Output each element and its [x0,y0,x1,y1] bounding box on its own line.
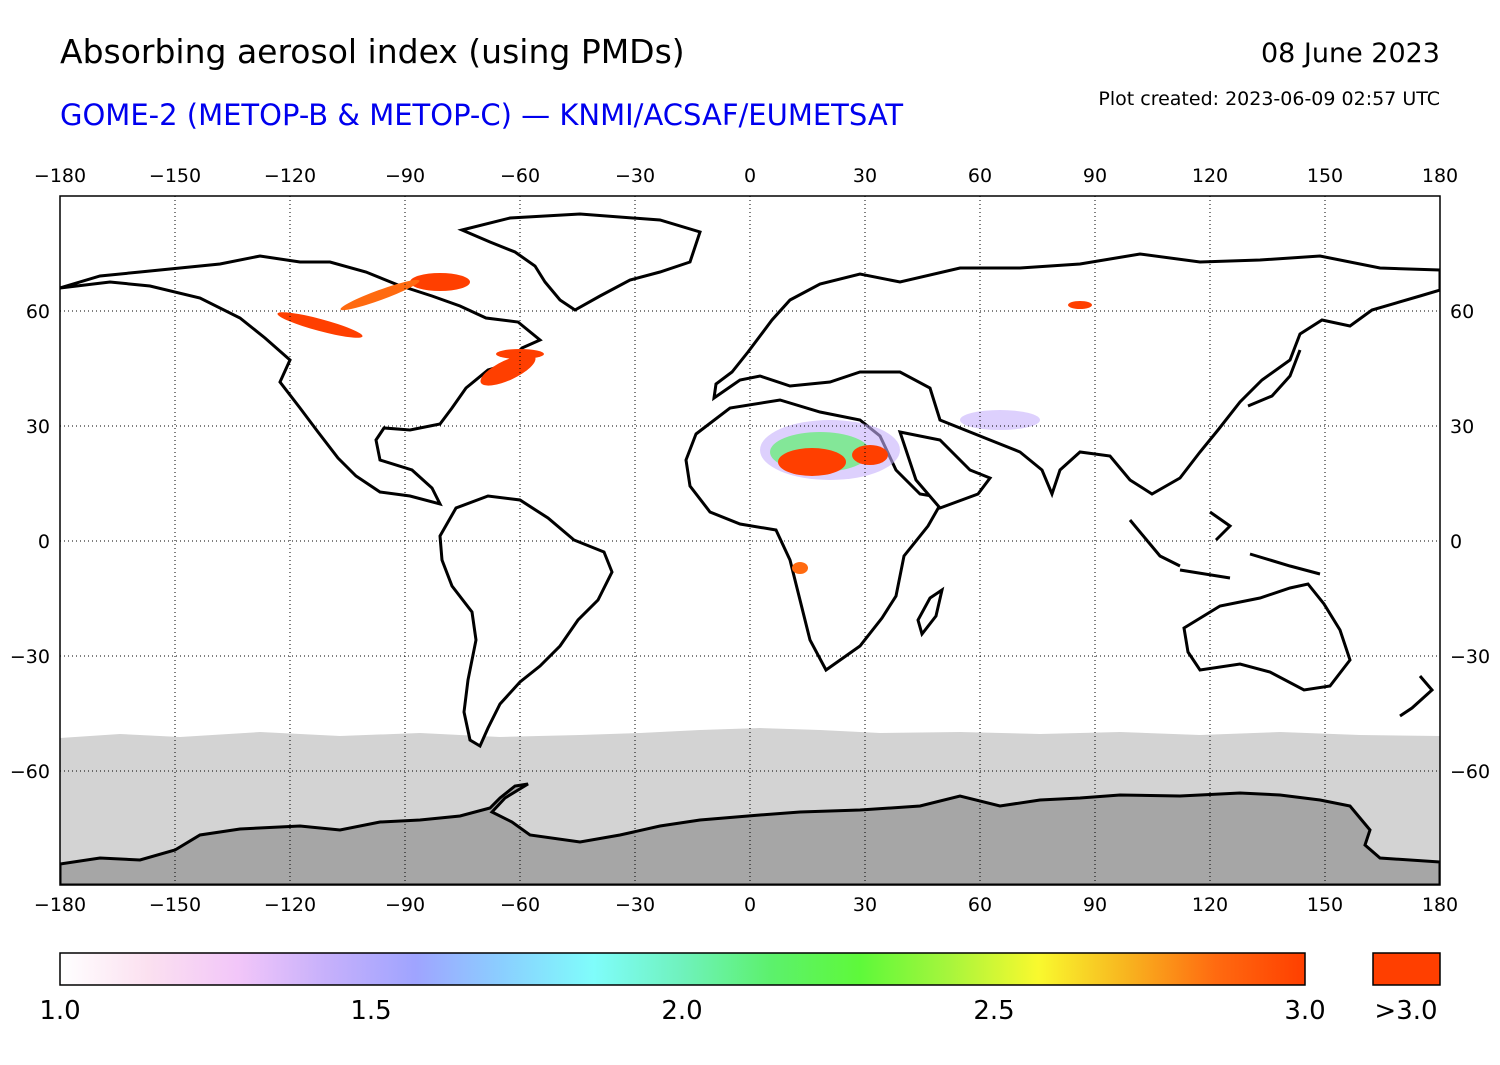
lon-tick-top: 120 [1192,165,1228,187]
aerosol-plume-east-coast [480,354,536,386]
lon-tick-top: −90 [385,165,425,187]
lon-tick-bottom: 60 [968,894,992,916]
lat-tick-left: −30 [10,646,50,668]
lon-tick-bottom: −30 [615,894,655,916]
lat-ticks-right: 60 30 0 −30 −60 [1450,301,1490,783]
aerosol-plume-central-africa [792,562,808,574]
lon-tick-top: −30 [615,165,655,187]
lon-tick-top: 30 [853,165,877,187]
antarctica-landmass [60,782,1440,885]
lon-tick-top: 60 [968,165,992,187]
lat-tick-right: 30 [1450,416,1474,438]
aerosol-plume-quebec [496,349,544,359]
lon-tick-top: 0 [744,165,756,187]
map-plot-area [60,196,1440,885]
south-america-landmass [438,494,614,749]
lon-tick-bottom: −180 [34,894,86,916]
lon-tick-top: −180 [34,165,86,187]
lon-ticks-bottom: −180 −150 −120 −90 −60 −30 0 30 60 90 12… [34,894,1458,916]
madagascar-landmass [916,586,945,638]
colorbar-tick-label: 3.0 [1284,996,1326,1026]
lon-tick-top: −150 [149,165,201,187]
aerosol-plume-middle-east [960,410,1040,430]
australia-landmass [1182,582,1352,692]
lon-tick-bottom: 150 [1307,894,1343,916]
lat-tick-left: 0 [38,531,50,553]
colorbar [59,952,1306,986]
lon-tick-bottom: −120 [264,894,316,916]
plot-title: Absorbing aerosol index (using PMDs) [60,32,685,71]
lon-tick-top: −120 [264,165,316,187]
eurasia-landmass [712,252,1440,499]
lon-tick-top: −60 [500,165,540,187]
arabia-landmass [897,430,993,510]
greenland-landmass [457,212,702,312]
colorbar-over-range-swatch [1372,952,1441,986]
colorbar-tick-label: 2.0 [661,996,703,1026]
colorbar-tick-label: 1.0 [39,996,81,1026]
map-frame [59,195,1441,886]
lat-tick-right: −60 [1450,761,1490,783]
lon-tick-bottom: −90 [385,894,425,916]
new-zealand-landmass [1399,675,1435,718]
lon-tick-top: 180 [1422,165,1458,187]
lon-tick-bottom: 120 [1192,894,1228,916]
colorbar-tick-label: 2.5 [973,996,1015,1026]
north-america-landmass [60,254,543,507]
lon-tick-bottom: 30 [853,894,877,916]
lon-tick-bottom: −150 [149,894,201,916]
aerosol-plume-hudson [410,273,470,291]
lat-tick-left: 30 [26,416,50,438]
lat-tick-left: 60 [26,301,50,323]
lon-tick-bottom: 90 [1083,894,1107,916]
aerosol-plume-arc [340,279,420,311]
aerosol-plume-siberia [1068,301,1092,309]
lat-ticks-left: 60 30 0 −30 −60 [10,301,50,783]
aerosol-plume-egypt [852,445,888,465]
japan-landmass [1247,349,1302,408]
lon-tick-top: 90 [1083,165,1107,187]
lon-tick-bottom: −60 [500,894,540,916]
lon-tick-top: 150 [1307,165,1343,187]
plot-date: 08 June 2023 [1260,38,1440,69]
lat-tick-right: −30 [1450,646,1490,668]
colorbar-tick-label: 1.5 [350,996,392,1026]
indonesia-islands [1128,510,1321,580]
aerosol-plume-canada-west [277,312,363,338]
lon-tick-bottom: 0 [744,894,756,916]
lat-tick-right: 60 [1450,301,1474,323]
lon-tick-bottom: 180 [1422,894,1458,916]
plot-created-timestamp: Plot created: 2023-06-09 02:57 UTC [1098,88,1440,110]
lat-tick-right: 0 [1450,531,1462,553]
lat-tick-left: −60 [10,761,50,783]
plot-subtitle: GOME-2 (METOP-B & METOP-C) — KNMI/ACSAF/… [60,98,904,132]
aerosol-plume-sahara [778,448,846,476]
colorbar-over-label: >3.0 [1374,996,1438,1026]
lon-ticks-top: −180 −150 −120 −90 −60 −30 0 30 60 90 12… [34,165,1458,187]
map-gridlines [60,196,1440,885]
